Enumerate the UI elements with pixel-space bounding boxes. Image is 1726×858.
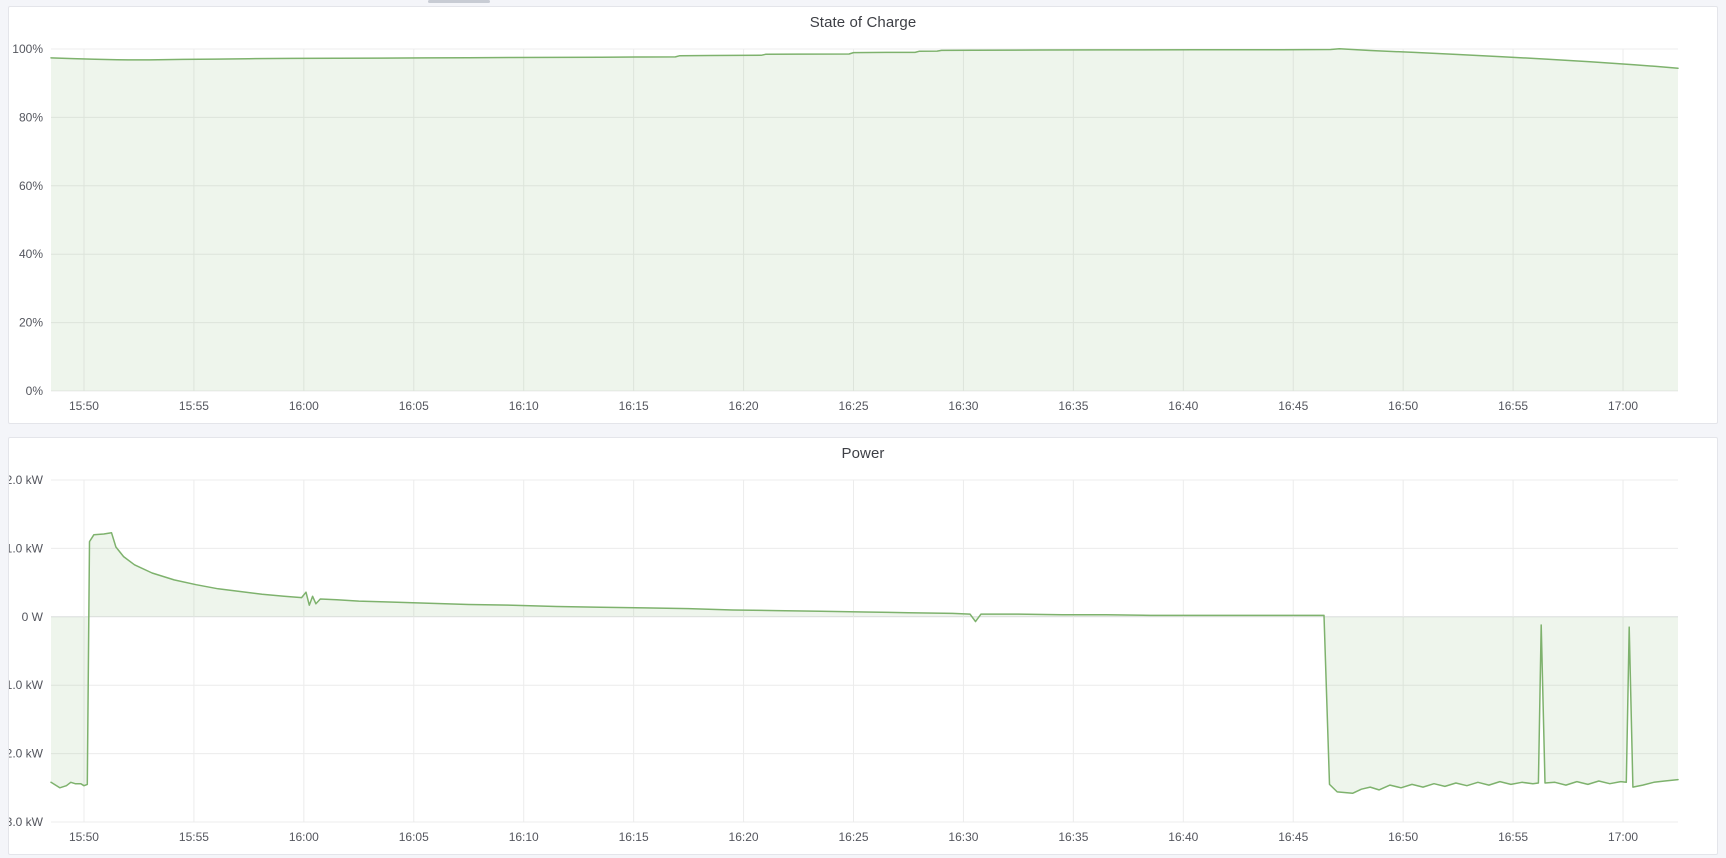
x-tick-label: 16:30: [948, 830, 978, 844]
x-tick-label: 16:25: [838, 399, 868, 413]
series-line: [50, 47, 1679, 70]
y-tick-label: 0 W: [22, 610, 44, 624]
y-tick-label: 40%: [19, 247, 43, 261]
panel-state-of-charge: State of Charge 100% 80% 60% 40% 20% 0% 15:50 1…: [8, 6, 1718, 424]
x-tick-label: 16:10: [509, 399, 539, 413]
y-tick-label: 100%: [12, 42, 43, 56]
y-tick-label: -2.0 kW: [9, 747, 44, 761]
y-tick-label: 60%: [19, 179, 43, 193]
x-tick-label: 16:15: [619, 830, 649, 844]
x-tick-label: 16:45: [1278, 399, 1308, 413]
series-area-fill: [51, 532, 1678, 794]
x-tick-label: 16:35: [1058, 399, 1088, 413]
x-tick-label: 16:35: [1058, 830, 1088, 844]
x-tick-label: 15:55: [179, 830, 209, 844]
panel-title-state-of-charge[interactable]: State of Charge: [809, 14, 917, 31]
x-tick-label: 16:55: [1498, 399, 1528, 413]
x-tick-label: 16:55: [1498, 830, 1528, 844]
x-tick-label: 15:50: [69, 399, 99, 413]
x-tick-label: 16:20: [729, 399, 759, 413]
x-tick-label: 16:00: [289, 830, 319, 844]
series-area-fill: [51, 48, 1678, 391]
x-tick-label: 17:00: [1608, 399, 1638, 413]
y-tick-label: 2.0 kW: [9, 473, 44, 487]
y-tick-label: 0%: [26, 384, 44, 398]
scrollbar-thumb[interactable]: [428, 0, 490, 3]
x-tick-label: 16:15: [619, 399, 649, 413]
x-tick-label: 16:10: [509, 830, 539, 844]
y-tick-label: 20%: [19, 316, 43, 330]
y-tick-label: 1.0 kW: [9, 541, 44, 555]
x-tick-label: 16:40: [1168, 830, 1198, 844]
x-tick-label: 16:45: [1278, 830, 1308, 844]
x-tick-label: 16:05: [399, 830, 429, 844]
state-of-charge-chart[interactable]: 100% 80% 60% 40% 20% 0% 15:50 15:55 16:00 16:05 16…: [9, 7, 1717, 423]
x-tick-label: 16:40: [1168, 399, 1198, 413]
x-tick-label: 16:50: [1388, 399, 1418, 413]
x-tick-label: 16:25: [838, 830, 868, 844]
y-tick-label: 80%: [19, 110, 43, 124]
x-tick-label: 15:55: [179, 399, 209, 413]
y-tick-label: -3.0 kW: [9, 815, 44, 829]
x-tick-label: 17:00: [1608, 830, 1638, 844]
x-tick-label: 16:00: [289, 399, 319, 413]
x-tick-label: 16:20: [729, 830, 759, 844]
x-tick-label: 16:50: [1388, 830, 1418, 844]
y-tick-label: -1.0 kW: [9, 678, 44, 692]
x-tick-label: 16:05: [399, 399, 429, 413]
x-tick-label: 15:50: [69, 830, 99, 844]
power-chart[interactable]: 2.0 kW 1.0 kW 0 W -1.0 kW -2.0 kW -3.0 kW 15:5…: [9, 438, 1717, 854]
panel-power: Power 2.0 kW 1.0 kW 0 W -1.0 kW -2.0 kW -3.0 …: [8, 437, 1718, 855]
panel-title-power[interactable]: Power: [841, 445, 885, 462]
x-tick-label: 16:30: [948, 399, 978, 413]
series-line: [50, 531, 1679, 795]
